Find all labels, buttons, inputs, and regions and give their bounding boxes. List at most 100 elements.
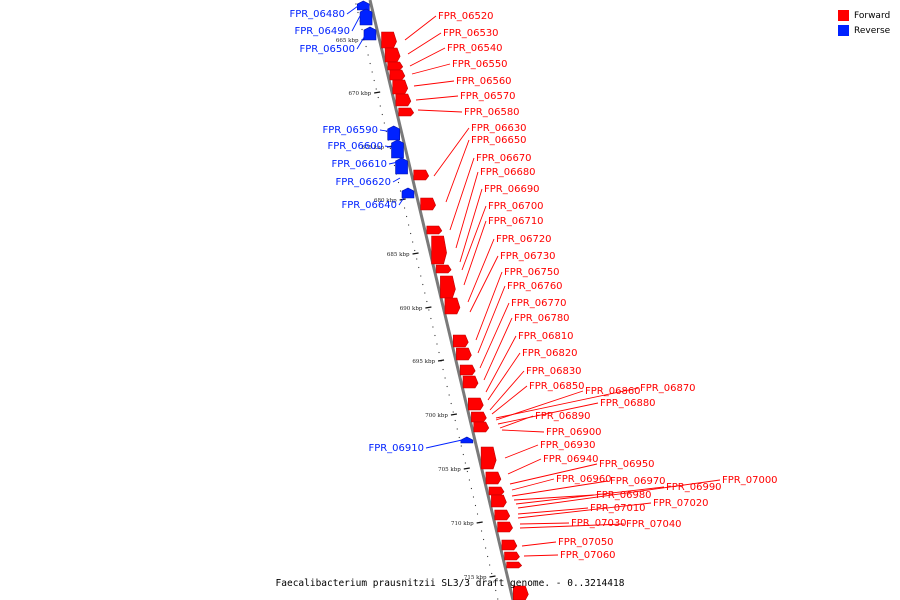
tick-mark <box>374 91 381 94</box>
guide-dot <box>389 147 391 150</box>
gene-label-fpr-06530[interactable]: FPR_06530 <box>443 28 499 39</box>
gene-label-fpr-06970[interactable]: FPR_06970 <box>610 476 666 487</box>
gene-label-fpr-06560[interactable]: FPR_06560 <box>456 76 512 87</box>
gene-label-fpr-06480[interactable]: FPR_06480 <box>289 9 345 20</box>
gene-label-fpr-06750[interactable]: FPR_06750 <box>504 267 560 278</box>
gene-label-fpr-06670[interactable]: FPR_06670 <box>476 153 532 164</box>
forward-gene-feature <box>431 235 447 265</box>
leader-line <box>433 127 470 177</box>
gene-label-fpr-06940[interactable]: FPR_06940 <box>543 454 599 465</box>
gene-label-fpr-06960[interactable]: FPR_06960 <box>556 474 612 485</box>
gene-label-fpr-06900[interactable]: FPR_06900 <box>546 427 602 438</box>
leader-line <box>459 188 483 263</box>
tick-mark <box>476 521 483 524</box>
guide-dot <box>432 326 434 328</box>
gene-label-fpr-06620[interactable]: FPR_06620 <box>335 177 391 188</box>
gene-label-fpr-06590[interactable]: FPR_06590 <box>322 125 378 136</box>
gene-label-fpr-06880[interactable]: FPR_06880 <box>600 398 656 409</box>
gene-label-fpr-06490[interactable]: FPR_06490 <box>294 26 350 37</box>
gene-label-fpr-06700[interactable]: FPR_06700 <box>488 201 544 212</box>
guide-dot <box>497 598 499 600</box>
gene-label-fpr-06990[interactable]: FPR_06990 <box>666 482 722 493</box>
gene-label-fpr-07000[interactable]: FPR_07000 <box>722 475 778 486</box>
gene-label-fpr-06610[interactable]: FPR_06610 <box>331 159 387 170</box>
reverse-gene-feature <box>359 8 373 26</box>
leader-line <box>519 523 625 529</box>
guide-dot <box>493 581 495 583</box>
gene-label-fpr-06910[interactable]: FPR_06910 <box>368 443 424 454</box>
gene-label-fpr-06810[interactable]: FPR_06810 <box>518 331 574 342</box>
gene-label-fpr-06550[interactable]: FPR_06550 <box>452 59 508 70</box>
leader-line <box>413 80 455 87</box>
gene-label-fpr-07040[interactable]: FPR_07040 <box>626 519 682 530</box>
guide-dot <box>357 11 359 14</box>
leader-line <box>509 463 598 485</box>
tick-label: 690 kbp <box>400 306 423 312</box>
genome-caption: Faecalibacterium prausnitzii SL3/3 draft… <box>275 578 625 589</box>
gene-label-fpr-06720[interactable]: FPR_06720 <box>496 234 552 245</box>
gene-label-fpr-06540[interactable]: FPR_06540 <box>447 43 503 54</box>
leader-line <box>379 129 395 133</box>
guide-dot <box>418 266 420 269</box>
guide-dot <box>377 96 379 99</box>
gene-label-fpr-06680[interactable]: FPR_06680 <box>480 167 536 178</box>
guide-dot <box>438 351 440 354</box>
leader-line <box>455 171 479 249</box>
forward-gene-feature <box>387 61 404 71</box>
guide-dot <box>466 470 468 473</box>
gene-label-fpr-07030[interactable]: FPR_07030 <box>571 518 627 529</box>
guide-dot <box>434 334 436 337</box>
leader-line <box>513 494 595 501</box>
gene-label-fpr-06570[interactable]: FPR_06570 <box>460 91 516 102</box>
gene-label-fpr-06930[interactable]: FPR_06930 <box>540 440 596 451</box>
gene-label-fpr-06850[interactable]: FPR_06850 <box>529 381 585 392</box>
leader-line <box>483 317 513 381</box>
gene-label-fpr-06860[interactable]: FPR_06860 <box>585 386 641 397</box>
gene-label-fpr-06760[interactable]: FPR_06760 <box>507 281 563 292</box>
forward-gene-feature <box>395 93 412 107</box>
gene-label-fpr-07050[interactable]: FPR_07050 <box>558 537 614 548</box>
tick-label: 710 kbp <box>451 521 474 527</box>
gene-label-fpr-06830[interactable]: FPR_06830 <box>526 366 582 377</box>
gene-label-fpr-06580[interactable]: FPR_06580 <box>464 107 520 118</box>
leader-line <box>517 507 589 515</box>
gene-label-fpr-06820[interactable]: FPR_06820 <box>522 348 578 359</box>
gene-label-fpr-06500[interactable]: FPR_06500 <box>299 44 355 55</box>
forward-gene-feature <box>467 397 484 411</box>
leader-line <box>499 415 534 429</box>
guide-dot <box>489 564 491 566</box>
gene-label-fpr-07060[interactable]: FPR_07060 <box>560 550 616 561</box>
gene-features <box>357 0 529 600</box>
tick-mark <box>463 467 470 470</box>
legend-forward-label: Forward <box>854 10 891 21</box>
tick-label: 715 kbp <box>464 575 487 581</box>
gene-label-fpr-06630[interactable]: FPR_06630 <box>471 123 527 134</box>
gene-label-fpr-06520[interactable]: FPR_06520 <box>438 11 494 22</box>
gene-label-fpr-06600[interactable]: FPR_06600 <box>327 141 383 152</box>
guide-dot <box>460 445 462 447</box>
leader-line <box>489 370 525 411</box>
gene-label-fpr-06710[interactable]: FPR_06710 <box>488 216 544 227</box>
gene-label-fpr-06890[interactable]: FPR_06890 <box>535 411 591 422</box>
leader-line <box>415 95 459 101</box>
guide-dot <box>444 377 446 379</box>
gene-label-fpr-06730[interactable]: FPR_06730 <box>500 251 556 262</box>
guide-dot <box>495 589 497 592</box>
gene-label-fpr-07020[interactable]: FPR_07020 <box>653 498 709 509</box>
tick-label: 685 kbp <box>387 252 410 258</box>
gene-label-fpr-07010[interactable]: FPR_07010 <box>590 503 646 514</box>
forward-gene-feature <box>392 79 409 95</box>
gene-label-fpr-06690[interactable]: FPR_06690 <box>484 184 540 195</box>
leader-line <box>388 161 399 165</box>
gene-label-fpr-06980[interactable]: FPR_06980 <box>596 490 652 501</box>
gene-label-fpr-06870[interactable]: FPR_06870 <box>640 383 696 394</box>
guide-dot <box>428 309 430 311</box>
gene-label-fpr-06950[interactable]: FPR_06950 <box>599 459 655 470</box>
gene-label-fpr-06780[interactable]: FPR_06780 <box>514 313 570 324</box>
leader-line <box>384 145 397 149</box>
gene-label-fpr-06640[interactable]: FPR_06640 <box>341 200 397 211</box>
leader-line <box>469 255 499 313</box>
gene-label-fpr-06650[interactable]: FPR_06650 <box>471 135 527 146</box>
leader-line <box>351 15 361 32</box>
gene-label-fpr-06770[interactable]: FPR_06770 <box>511 298 567 309</box>
